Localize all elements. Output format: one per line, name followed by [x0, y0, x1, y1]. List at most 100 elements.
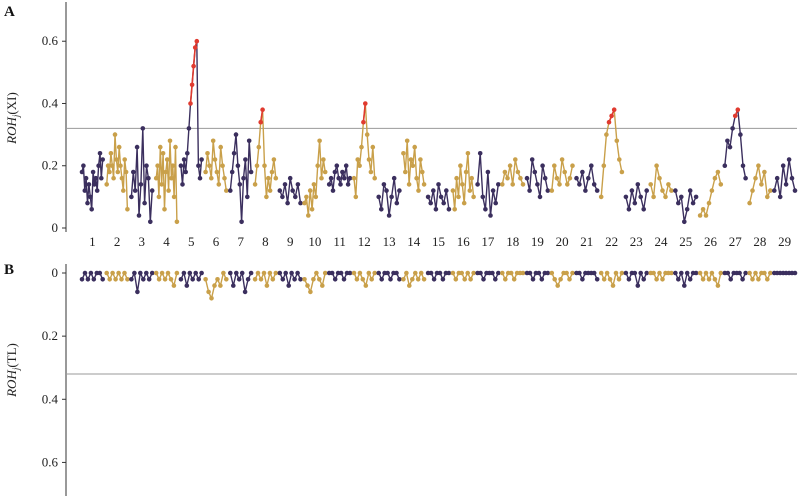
data-point-chr-5	[184, 283, 190, 288]
data-point-chr-1	[88, 194, 93, 200]
data-point-chr-15	[446, 207, 452, 212]
data-point-chr-14	[421, 277, 427, 282]
data-point-chr-27	[735, 107, 741, 112]
y-tick-label: 0.4	[42, 95, 59, 110]
data-point-chr-8	[273, 270, 279, 276]
data-point-chr-14	[410, 163, 416, 168]
data-point-chr-12	[368, 169, 374, 175]
data-point-chr-4	[168, 277, 174, 282]
data-point-chr-2	[111, 175, 116, 181]
data-point-chr-7	[248, 270, 254, 276]
data-point-chr-25	[693, 194, 699, 200]
data-point-chr-3	[149, 188, 155, 193]
data-point-chr-26	[718, 270, 724, 276]
data-point-chr-10	[313, 194, 319, 200]
data-point-chr-18	[515, 169, 521, 175]
data-point-chr-14	[418, 270, 424, 276]
data-point-chr-14	[415, 277, 421, 282]
data-point-chr-1	[100, 157, 105, 162]
data-point-chr-1	[85, 277, 91, 282]
data-point-chr-20	[567, 175, 573, 181]
data-point-chr-14	[410, 277, 415, 282]
data-point-chr-29	[792, 188, 798, 193]
data-point-chr-5	[196, 163, 201, 168]
data-point-chr-6	[222, 175, 227, 181]
data-point-chr-7	[231, 151, 237, 156]
series-line-chr-10	[303, 271, 326, 295]
data-point-chr-28	[765, 277, 770, 282]
data-point-chr-26	[700, 207, 706, 212]
data-point-chr-2	[115, 169, 121, 175]
data-point-chr-29	[789, 175, 795, 181]
data-point-chr-16	[456, 194, 461, 200]
data-point-chr-23	[638, 194, 643, 200]
data-point-chr-15	[438, 194, 444, 200]
data-point-chr-23	[632, 200, 638, 206]
data-point-chr-22	[601, 277, 607, 282]
data-point-chr-11	[332, 277, 338, 282]
data-point-chr-9	[277, 188, 283, 193]
data-point-chr-4	[158, 144, 163, 150]
data-point-chr-6	[224, 277, 229, 282]
data-point-chr-12	[366, 270, 372, 276]
data-point-chr-23	[623, 270, 629, 276]
data-point-chr-6	[212, 283, 217, 288]
data-point-chr-7	[241, 175, 246, 181]
chromosome-label-3: 3	[139, 234, 146, 249]
data-point-chr-22	[614, 138, 620, 144]
data-point-chr-15	[444, 188, 449, 193]
data-point-chr-24	[657, 270, 662, 276]
data-point-chr-10	[320, 283, 325, 288]
chromosome-label-9: 9	[287, 234, 294, 249]
chromosome-label-8: 8	[262, 234, 269, 249]
data-point-chr-7	[228, 188, 233, 193]
data-point-chr-12	[351, 175, 357, 181]
data-point-chr-13	[381, 182, 387, 187]
data-point-chr-5	[178, 163, 184, 168]
chromosome-label-20: 20	[556, 234, 569, 249]
data-point-chr-15	[428, 270, 434, 276]
data-point-chr-7	[236, 277, 242, 282]
data-point-chr-2	[107, 169, 112, 175]
data-point-chr-5	[191, 63, 196, 69]
data-point-chr-7	[229, 169, 235, 175]
data-point-chr-16	[452, 207, 458, 212]
data-point-chr-7	[234, 270, 239, 276]
data-point-chr-5	[196, 277, 201, 282]
data-point-chr-21	[580, 277, 585, 282]
chromosome-label-22: 22	[605, 234, 618, 249]
data-point-chr-10	[304, 194, 309, 200]
data-point-chr-19	[545, 270, 551, 276]
data-point-chr-18	[510, 182, 515, 187]
data-point-chr-2	[119, 175, 125, 181]
data-point-chr-25	[687, 277, 693, 282]
data-point-chr-22	[604, 132, 609, 137]
data-point-chr-7	[245, 194, 250, 200]
data-point-chr-4	[173, 144, 178, 150]
data-point-chr-24	[660, 188, 665, 193]
data-point-chr-14	[414, 175, 419, 181]
data-point-chr-24	[663, 194, 668, 200]
data-point-chr-17	[477, 151, 483, 156]
data-point-chr-9	[292, 277, 297, 282]
data-point-chr-10	[309, 207, 315, 212]
data-point-chr-24	[657, 175, 662, 181]
data-point-chr-3	[129, 277, 134, 282]
data-point-chr-2	[114, 157, 119, 162]
data-point-chr-4	[171, 283, 177, 288]
y-tick-label: 0.6	[42, 454, 59, 469]
data-point-chr-5	[187, 270, 193, 276]
data-point-chr-25	[693, 270, 699, 276]
data-point-chr-24	[669, 270, 674, 276]
data-point-chr-5	[186, 126, 192, 131]
data-point-chr-3	[131, 169, 136, 175]
data-point-chr-8	[270, 277, 276, 282]
data-point-chr-10	[302, 200, 307, 206]
data-point-chr-18	[518, 175, 523, 181]
data-point-chr-4	[156, 194, 162, 200]
data-point-chr-2	[112, 132, 118, 137]
data-point-chr-24	[651, 194, 656, 200]
series-line-chr-16	[452, 153, 475, 210]
data-point-chr-15	[437, 270, 443, 276]
data-point-chr-27	[728, 277, 733, 282]
